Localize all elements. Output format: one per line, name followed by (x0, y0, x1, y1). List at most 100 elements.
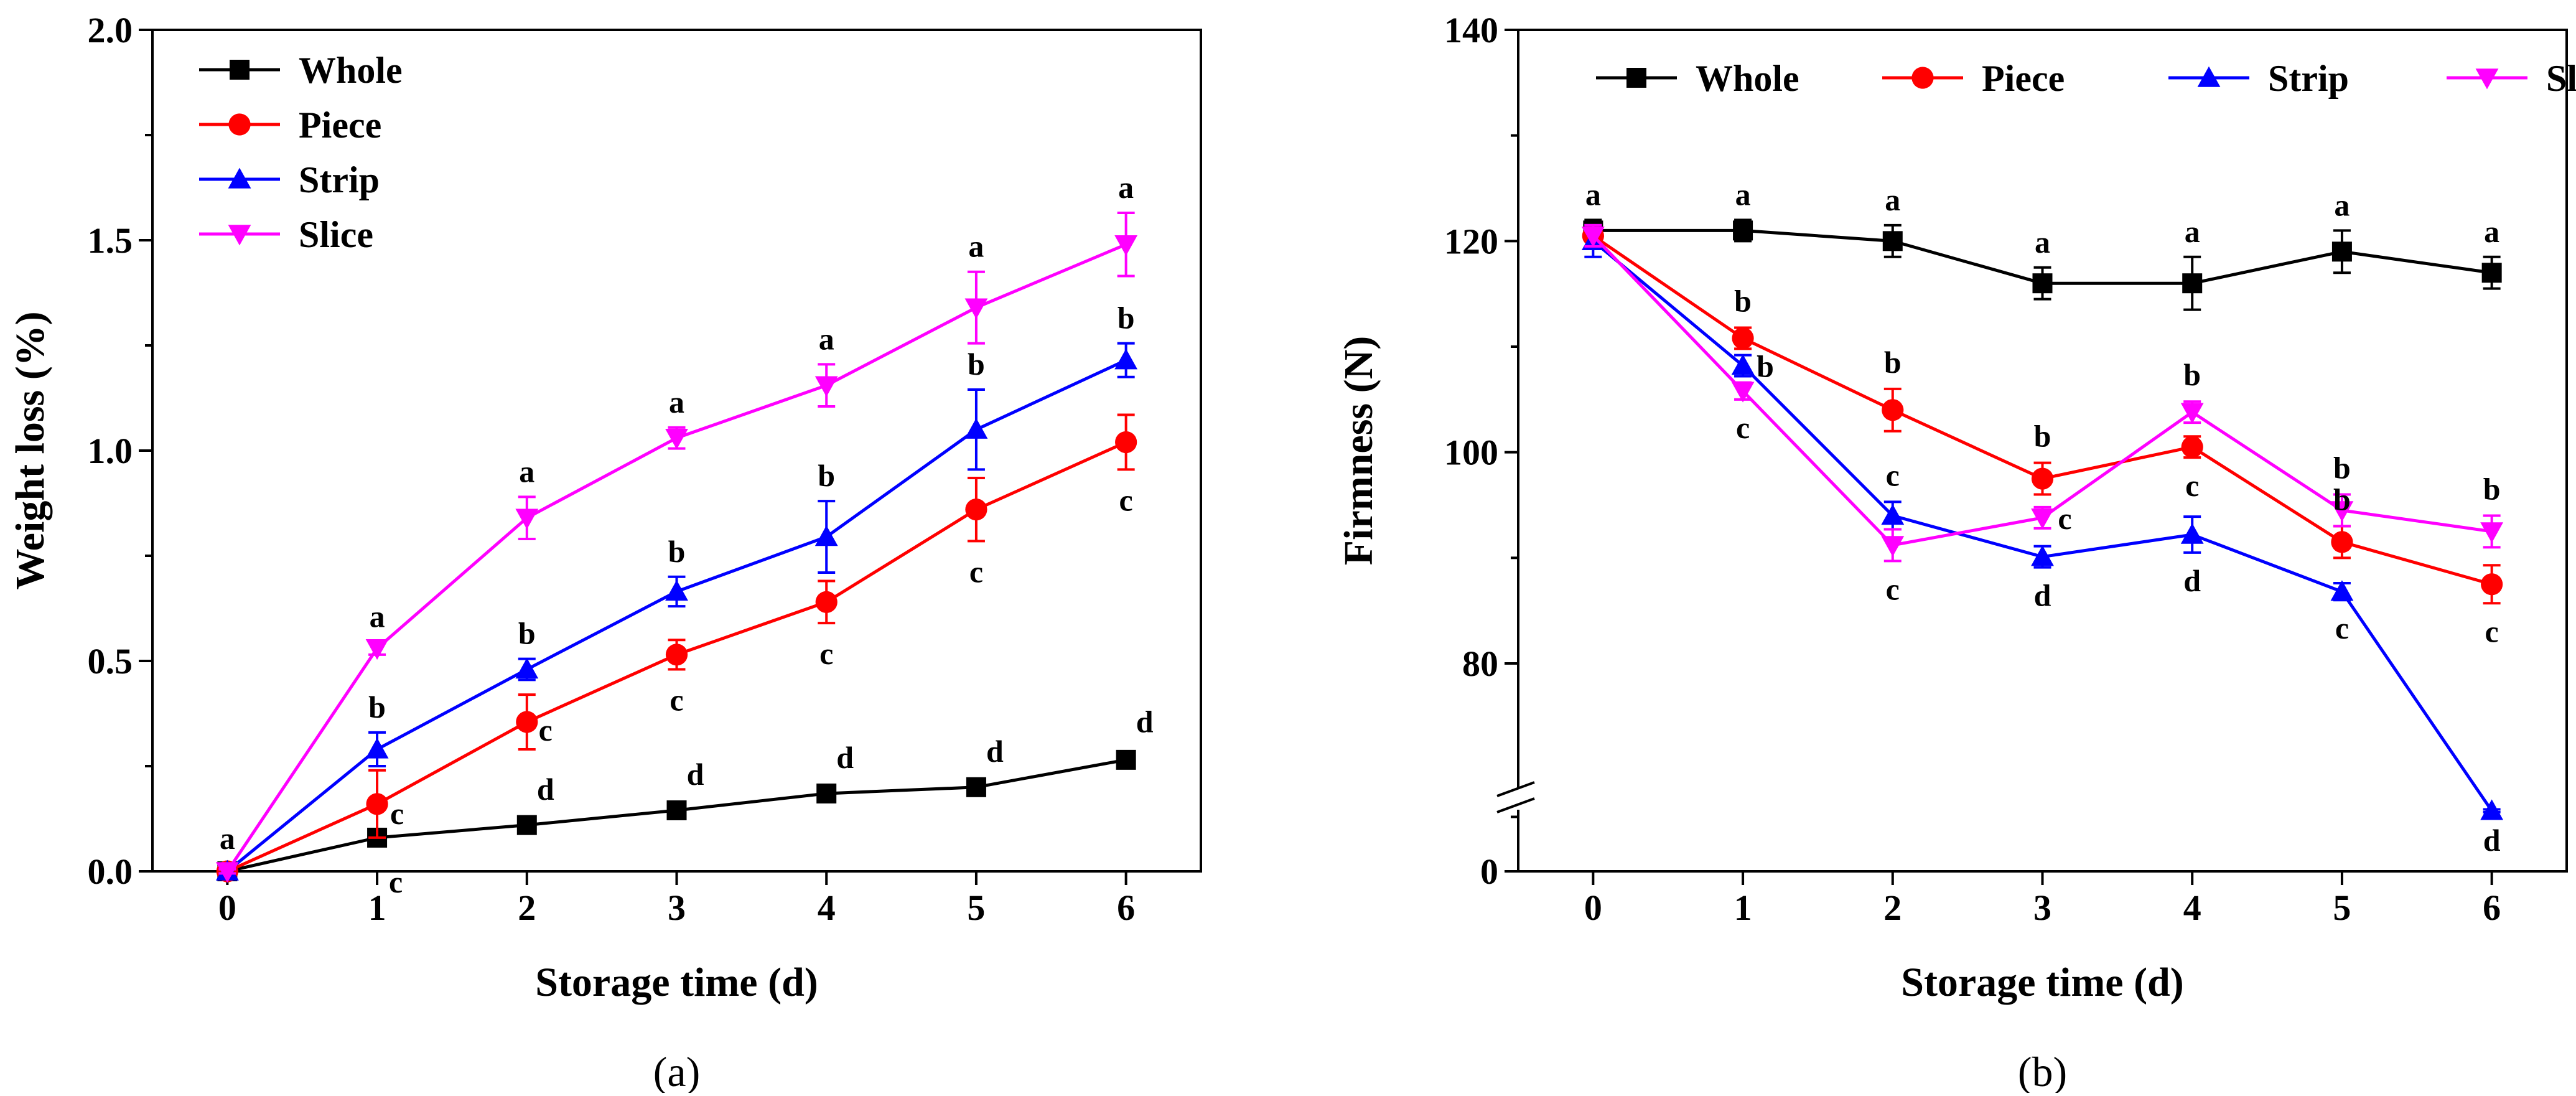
significance-letter: b (2333, 451, 2351, 485)
significance-letter: b (818, 458, 835, 493)
significance-letter: a (968, 229, 984, 264)
significance-letter: a (1118, 170, 1134, 205)
data-point (515, 658, 539, 679)
significance-letter: a (669, 385, 684, 419)
data-point (965, 499, 987, 521)
significance-letter: a (2334, 187, 2350, 222)
significance-letter: d (836, 740, 854, 775)
y-tick-label: 0.5 (88, 641, 133, 681)
significance-letter: d (537, 772, 554, 807)
y-tick-label: 80 (1462, 644, 1498, 684)
data-point (1114, 235, 1138, 256)
data-point (964, 418, 988, 439)
legend-marker (1911, 67, 1934, 89)
data-point (816, 783, 837, 803)
data-point (2182, 273, 2203, 294)
legend-marker (230, 60, 250, 80)
legend-marker (2475, 68, 2499, 90)
significance-letter: d (1136, 705, 1154, 739)
series-whole (1583, 218, 2502, 311)
y-tick-label: 0 (1480, 851, 1498, 892)
data-point (2330, 501, 2354, 522)
significance-letter: b (1118, 301, 1135, 335)
series-whole (217, 749, 1136, 881)
significance-letter: c (819, 636, 833, 671)
data-point (1581, 227, 1605, 248)
significance-letter: d (2183, 563, 2201, 598)
x-tick-label: 3 (2033, 888, 2051, 928)
legend-marker (228, 225, 251, 246)
data-point (2180, 523, 2204, 544)
data-point (665, 429, 688, 450)
legend: Whole Piece Strip Slice (199, 50, 403, 255)
significance-letter: d (2034, 578, 2051, 613)
x-tick-label: 6 (1117, 888, 1135, 928)
data-point (666, 800, 687, 820)
legend-label: Piece (299, 105, 381, 146)
series-slice (1581, 223, 2504, 563)
data-point (1114, 349, 1138, 370)
significance-letter: a (2035, 225, 2050, 260)
significance-letter: c (1736, 410, 1750, 445)
significance-letter: d (986, 734, 1004, 769)
x-axis-label: Storage time (d) (535, 960, 818, 1005)
legend-marker (2197, 66, 2221, 87)
significance-letter: c (2058, 501, 2071, 536)
data-point (2481, 573, 2503, 596)
data-point (1116, 749, 1136, 770)
significance-letter: b (2483, 471, 2501, 506)
legend: Whole Piece Strip Slice (1596, 58, 2576, 99)
legend-marker (228, 113, 251, 136)
significance-letter: b (518, 616, 536, 651)
significance-letter: b (1757, 349, 1774, 384)
y-tick-label: 1.0 (88, 431, 133, 471)
significance-letter: b (1734, 283, 1752, 318)
plot-frame (151, 29, 1202, 873)
data-point (1881, 504, 1905, 525)
significance-letter: c (2185, 468, 2199, 503)
data-point (515, 508, 539, 530)
data-point (2480, 799, 2504, 820)
significance-letter: a (220, 821, 235, 856)
data-point (2181, 436, 2203, 458)
x-tick-label: 1 (1734, 888, 1752, 928)
data-point (665, 580, 688, 601)
data-point (365, 738, 389, 759)
panel-label: (a) (653, 1048, 700, 1093)
data-point (516, 815, 537, 835)
data-point (2031, 508, 2054, 530)
data-point (2480, 522, 2504, 543)
axis-break-gap (1500, 787, 1537, 810)
data-point (966, 777, 986, 797)
significance-letter: b (2034, 419, 2051, 454)
data-point (2032, 273, 2053, 294)
x-tick-label: 5 (2333, 888, 2351, 928)
legend-label: Strip (2268, 58, 2349, 99)
significance-letter: b (2183, 357, 2201, 392)
data-point (814, 376, 838, 397)
data-point (2180, 403, 2204, 424)
x-tick-label: 2 (1883, 888, 1902, 928)
data-point (365, 639, 389, 660)
data-point (366, 793, 388, 815)
significance-letter: a (2185, 214, 2200, 249)
significance-letter: a (1735, 177, 1751, 212)
data-point (665, 644, 688, 666)
x-tick-label: 3 (668, 888, 686, 928)
legend-label: Whole (1696, 58, 1799, 99)
significance-letter: a (370, 599, 385, 634)
y-tick-label: 100 (1444, 433, 1498, 473)
data-point (1881, 536, 1905, 557)
y-tick-label: 120 (1444, 221, 1498, 261)
x-axis-label: Storage time (d) (1901, 960, 2184, 1005)
data-point (964, 298, 988, 319)
data-point (2031, 467, 2054, 490)
data-point (2330, 580, 2354, 601)
data-point (2331, 531, 2353, 553)
significance-letter: b (368, 690, 386, 724)
significance-letter: a (2484, 214, 2499, 249)
data-point (1731, 382, 1755, 403)
data-point (1882, 231, 1903, 251)
